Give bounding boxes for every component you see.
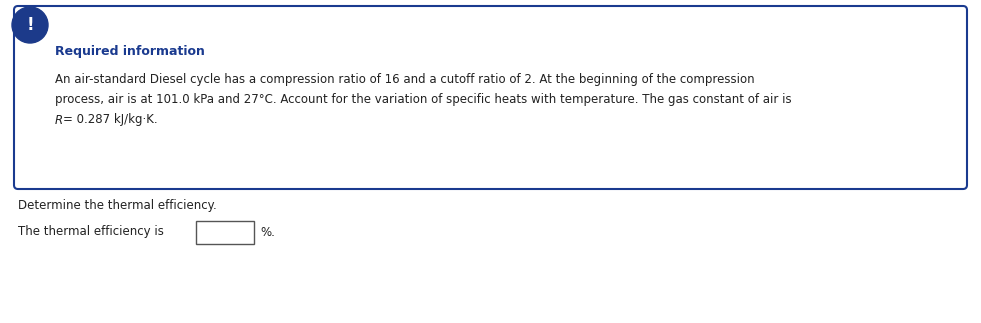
- FancyBboxPatch shape: [196, 221, 254, 244]
- Text: The thermal efficiency is: The thermal efficiency is: [18, 225, 164, 238]
- Text: R: R: [55, 113, 63, 127]
- Circle shape: [12, 7, 48, 43]
- Text: !: !: [26, 16, 33, 34]
- Text: %.: %.: [260, 225, 275, 238]
- Text: Required information: Required information: [55, 46, 205, 58]
- Text: = 0.287 kJ/kg·K.: = 0.287 kJ/kg·K.: [63, 113, 158, 127]
- Text: Determine the thermal efficiency.: Determine the thermal efficiency.: [18, 199, 217, 212]
- FancyBboxPatch shape: [14, 6, 967, 189]
- Text: process, air is at 101.0 kPa and 27°C. Account for the variation of specific hea: process, air is at 101.0 kPa and 27°C. A…: [55, 93, 792, 107]
- Text: An air-standard Diesel cycle has a compression ratio of 16 and a cutoff ratio of: An air-standard Diesel cycle has a compr…: [55, 74, 754, 87]
